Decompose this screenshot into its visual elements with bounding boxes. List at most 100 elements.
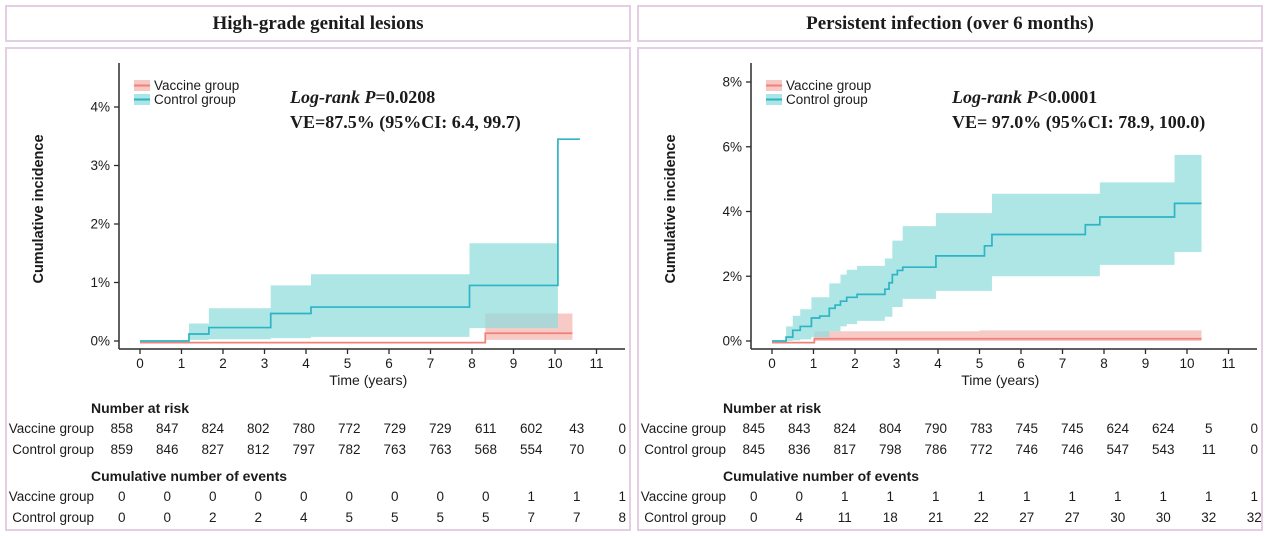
table-cell: 0 <box>618 442 626 457</box>
panel-title-box: High-grade genital lesions <box>5 5 631 42</box>
table-cell: 7 <box>572 510 581 525</box>
km-chart-container: 0 1 2 3 4 5 6 7 8 9 10 11 Time (years) 0% 1% 2% 3% 4% Cumu… <box>7 49 629 528</box>
cumulative-events-row: Control group 0 0 2 2 4 5 5 5 5 7 7 8 <box>7 507 629 528</box>
table-cell: 32 <box>1201 510 1217 525</box>
table-cell: 0 <box>1250 442 1258 457</box>
x-tick-label: 3 <box>893 356 901 371</box>
table-cell: 0 <box>436 489 444 504</box>
x-tick-label: 1 <box>810 356 818 371</box>
table-cell: 763 <box>383 442 407 457</box>
x-tick-label: 7 <box>427 356 435 371</box>
legend-label: Control group <box>786 92 868 107</box>
table-cell: 554 <box>519 442 543 457</box>
row-label: Control group <box>644 442 726 457</box>
table-cell: 0 <box>117 489 126 504</box>
table-cell: 0 <box>618 421 626 436</box>
control-ci-band <box>188 243 558 340</box>
logrank-annotation: Log-rank P=0.0208 <box>289 87 435 107</box>
table-cell: 0 <box>390 489 399 504</box>
table-cell: 0 <box>1250 421 1258 436</box>
x-axis-title: Time (years) <box>961 372 1039 388</box>
cumulative-events-header: Cumulative number of events <box>723 468 920 484</box>
number-at-risk-row: Control group 859 846 827 812 797 782 763 763 568… <box>7 439 629 460</box>
row-label: Vaccine group <box>640 421 726 436</box>
x-tick-label: 11 <box>1221 356 1235 371</box>
table-cell: 624 <box>1106 421 1130 436</box>
cumulative-events-row: Vaccine group 0 0 1 1 1 1 1 1 1 1 1 1 <box>639 486 1261 507</box>
table-cell: 745 <box>1015 421 1039 436</box>
table-cell: 729 <box>383 421 407 436</box>
y-tick-label: 4% <box>90 100 110 115</box>
control-ci-band <box>786 154 1202 341</box>
table-cell: 0 <box>163 489 171 504</box>
cumulative-events-row: Control group 0 4 11 18 21 22 27 27 30 30 32 32 <box>639 507 1261 528</box>
table-cell: 27 <box>1064 510 1080 525</box>
table-cell: 30 <box>1155 510 1171 525</box>
table-cell: 2 <box>208 510 217 525</box>
row-label: Vaccine group <box>640 489 726 504</box>
table-cell: 43 <box>569 421 585 436</box>
table-cell: 1 <box>527 489 535 504</box>
table-cell: 18 <box>882 510 898 525</box>
ve-annotation: VE=87.5% (95%CI: 6.4, 99.7) <box>290 112 521 133</box>
table-cell: 1 <box>618 489 626 504</box>
table-cell: 1 <box>572 489 581 504</box>
table-cell: 5 <box>345 510 353 525</box>
x-tick-label: 8 <box>468 356 476 371</box>
y-tick-label: 2% <box>722 269 742 284</box>
table-cell: 790 <box>924 421 948 436</box>
table-cell: 746 <box>1060 442 1084 457</box>
table-cell: 568 <box>474 442 498 457</box>
x-tick-label: 4 <box>302 356 310 371</box>
table-cell: 30 <box>1110 510 1126 525</box>
panel-high-grade-lesions: High-grade genital lesions 0 1 2 3 4 5 6 7 8 9 10 1… <box>5 5 631 531</box>
cumulative-events-header: Cumulative number of events <box>91 468 288 484</box>
x-tick-label: 7 <box>1059 356 1067 371</box>
x-tick-label: 3 <box>261 356 269 371</box>
table-cell: 0 <box>795 489 803 504</box>
table-cell: 5 <box>1204 421 1213 436</box>
x-tick-label: 4 <box>934 356 942 371</box>
table-cell: 22 <box>973 510 989 525</box>
x-tick-label: 8 <box>1100 356 1108 371</box>
number-at-risk-row: Control group 845 836 817 798 786 772 746 746 547… <box>639 439 1261 460</box>
table-cell: 4 <box>795 510 803 525</box>
table-cell: 836 <box>787 442 811 457</box>
table-cell: 611 <box>474 421 497 436</box>
table-cell: 5 <box>390 510 399 525</box>
vaccine-curve <box>772 337 1202 344</box>
number-at-risk-header: Number at risk <box>723 400 822 416</box>
x-tick-label: 10 <box>1179 356 1194 371</box>
table-cell: 7 <box>527 510 535 525</box>
table-cell: 0 <box>299 489 308 504</box>
y-tick-label: 8% <box>722 75 742 90</box>
number-at-risk-row: Vaccine group 858 847 824 802 780 772 729 729 611… <box>7 418 629 439</box>
y-axis-title: Cumulative incidence <box>31 134 47 283</box>
number-at-risk-header: Number at risk <box>91 400 190 416</box>
x-tick-label: 2 <box>219 356 227 371</box>
row-label: Vaccine group <box>8 421 94 436</box>
row-label: Vaccine group <box>8 489 94 504</box>
table-cell: 763 <box>428 442 452 457</box>
table-cell: 846 <box>155 442 179 457</box>
table-cell: 543 <box>1151 442 1175 457</box>
table-cell: 0 <box>163 510 171 525</box>
table-cell: 845 <box>742 442 766 457</box>
x-tick-label: 1 <box>178 356 186 371</box>
x-tick-label: 2 <box>851 356 859 371</box>
ve-annotation: VE= 97.0% (95%CI: 78.9, 100.0) <box>952 112 1205 133</box>
x-tick-label: 0 <box>768 356 776 371</box>
table-cell: 780 <box>292 421 316 436</box>
km-plot: 0 1 2 3 4 5 6 7 8 9 10 11 Time (years) 0% 2% 4% 6% 8% Cumu… <box>663 63 1257 388</box>
y-tick-label: 6% <box>722 139 742 154</box>
table-cell: 4 <box>299 510 308 525</box>
control-curve <box>140 138 580 342</box>
row-label: Control group <box>12 442 94 457</box>
x-tick-label: 9 <box>1142 356 1150 371</box>
table-cell: 798 <box>878 442 902 457</box>
x-tick-label: 10 <box>547 356 562 371</box>
table-cell: 27 <box>1019 510 1035 525</box>
panel-title: High-grade genital lesions <box>212 12 424 34</box>
table-cell: 5 <box>436 510 444 525</box>
table-cell: 8 <box>618 510 626 525</box>
